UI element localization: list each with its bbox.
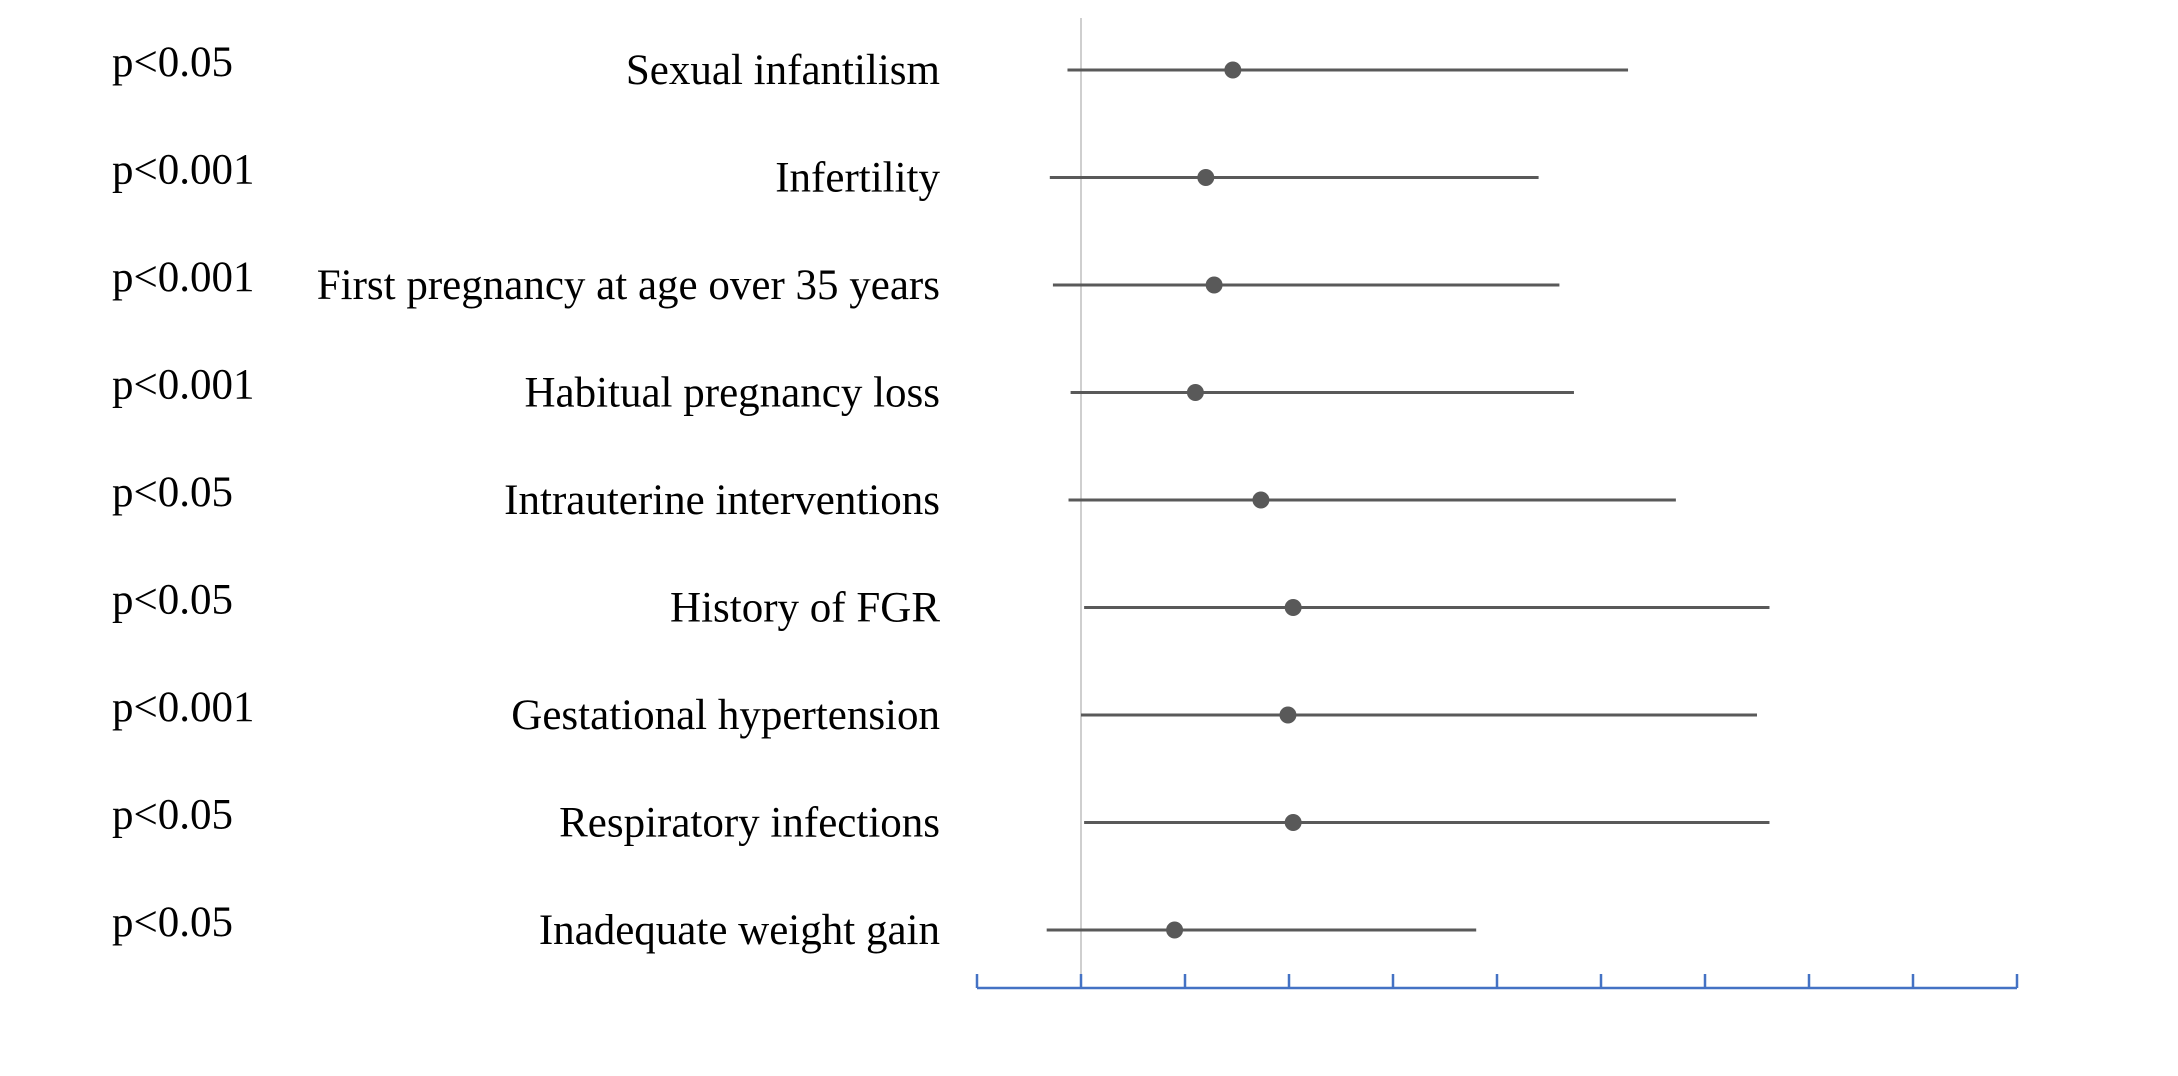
row-label: Intrauterine interventions	[504, 477, 940, 524]
point-estimate-marker	[1166, 921, 1184, 939]
p-value-label: p<0.001	[112, 147, 255, 194]
p-value-label: p<0.05	[112, 469, 233, 516]
row-label: History of FGR	[670, 585, 940, 632]
x-axis	[975, 974, 2019, 990]
p-value-label: p<0.001	[112, 254, 255, 301]
point-estimate-marker	[1197, 169, 1215, 186]
row-label: Infertility	[775, 155, 940, 202]
row-label: Respiratory infections	[559, 800, 940, 847]
point-estimate-marker	[1205, 276, 1223, 294]
p-value-label: p<0.001	[112, 684, 255, 731]
point-estimate-marker	[1252, 491, 1270, 509]
point-estimate-marker	[1224, 61, 1242, 79]
p-value-label: p<0.05	[112, 39, 233, 86]
row-label: First pregnancy at age over 35 years	[317, 262, 940, 309]
row-label: Sexual infantilism	[626, 47, 940, 94]
p-value-labels: p<0.05 p<0.001 p<0.001 p<0.001 p<0.05 p<0.05 p…	[112, 39, 255, 946]
point-estimate-marker	[1284, 814, 1302, 831]
point-estimate-marker	[1284, 599, 1302, 616]
point-estimate-marker	[1279, 706, 1297, 724]
p-value-label: p<0.001	[112, 362, 255, 409]
point-estimate-marker	[1186, 384, 1204, 401]
p-value-label: p<0.05	[112, 577, 233, 624]
row-labels: Sexual infantilism Infertility First pregn…	[317, 47, 941, 954]
row-label: Gestational hypertension	[511, 692, 940, 739]
point-estimates	[1166, 61, 1302, 939]
p-value-label: p<0.05	[112, 899, 233, 946]
confidence-intervals	[1046, 68, 1770, 932]
p-value-label: p<0.05	[112, 792, 233, 839]
row-label: Habitual pregnancy loss	[524, 370, 940, 417]
row-label: Inadequate weight gain	[539, 907, 940, 954]
